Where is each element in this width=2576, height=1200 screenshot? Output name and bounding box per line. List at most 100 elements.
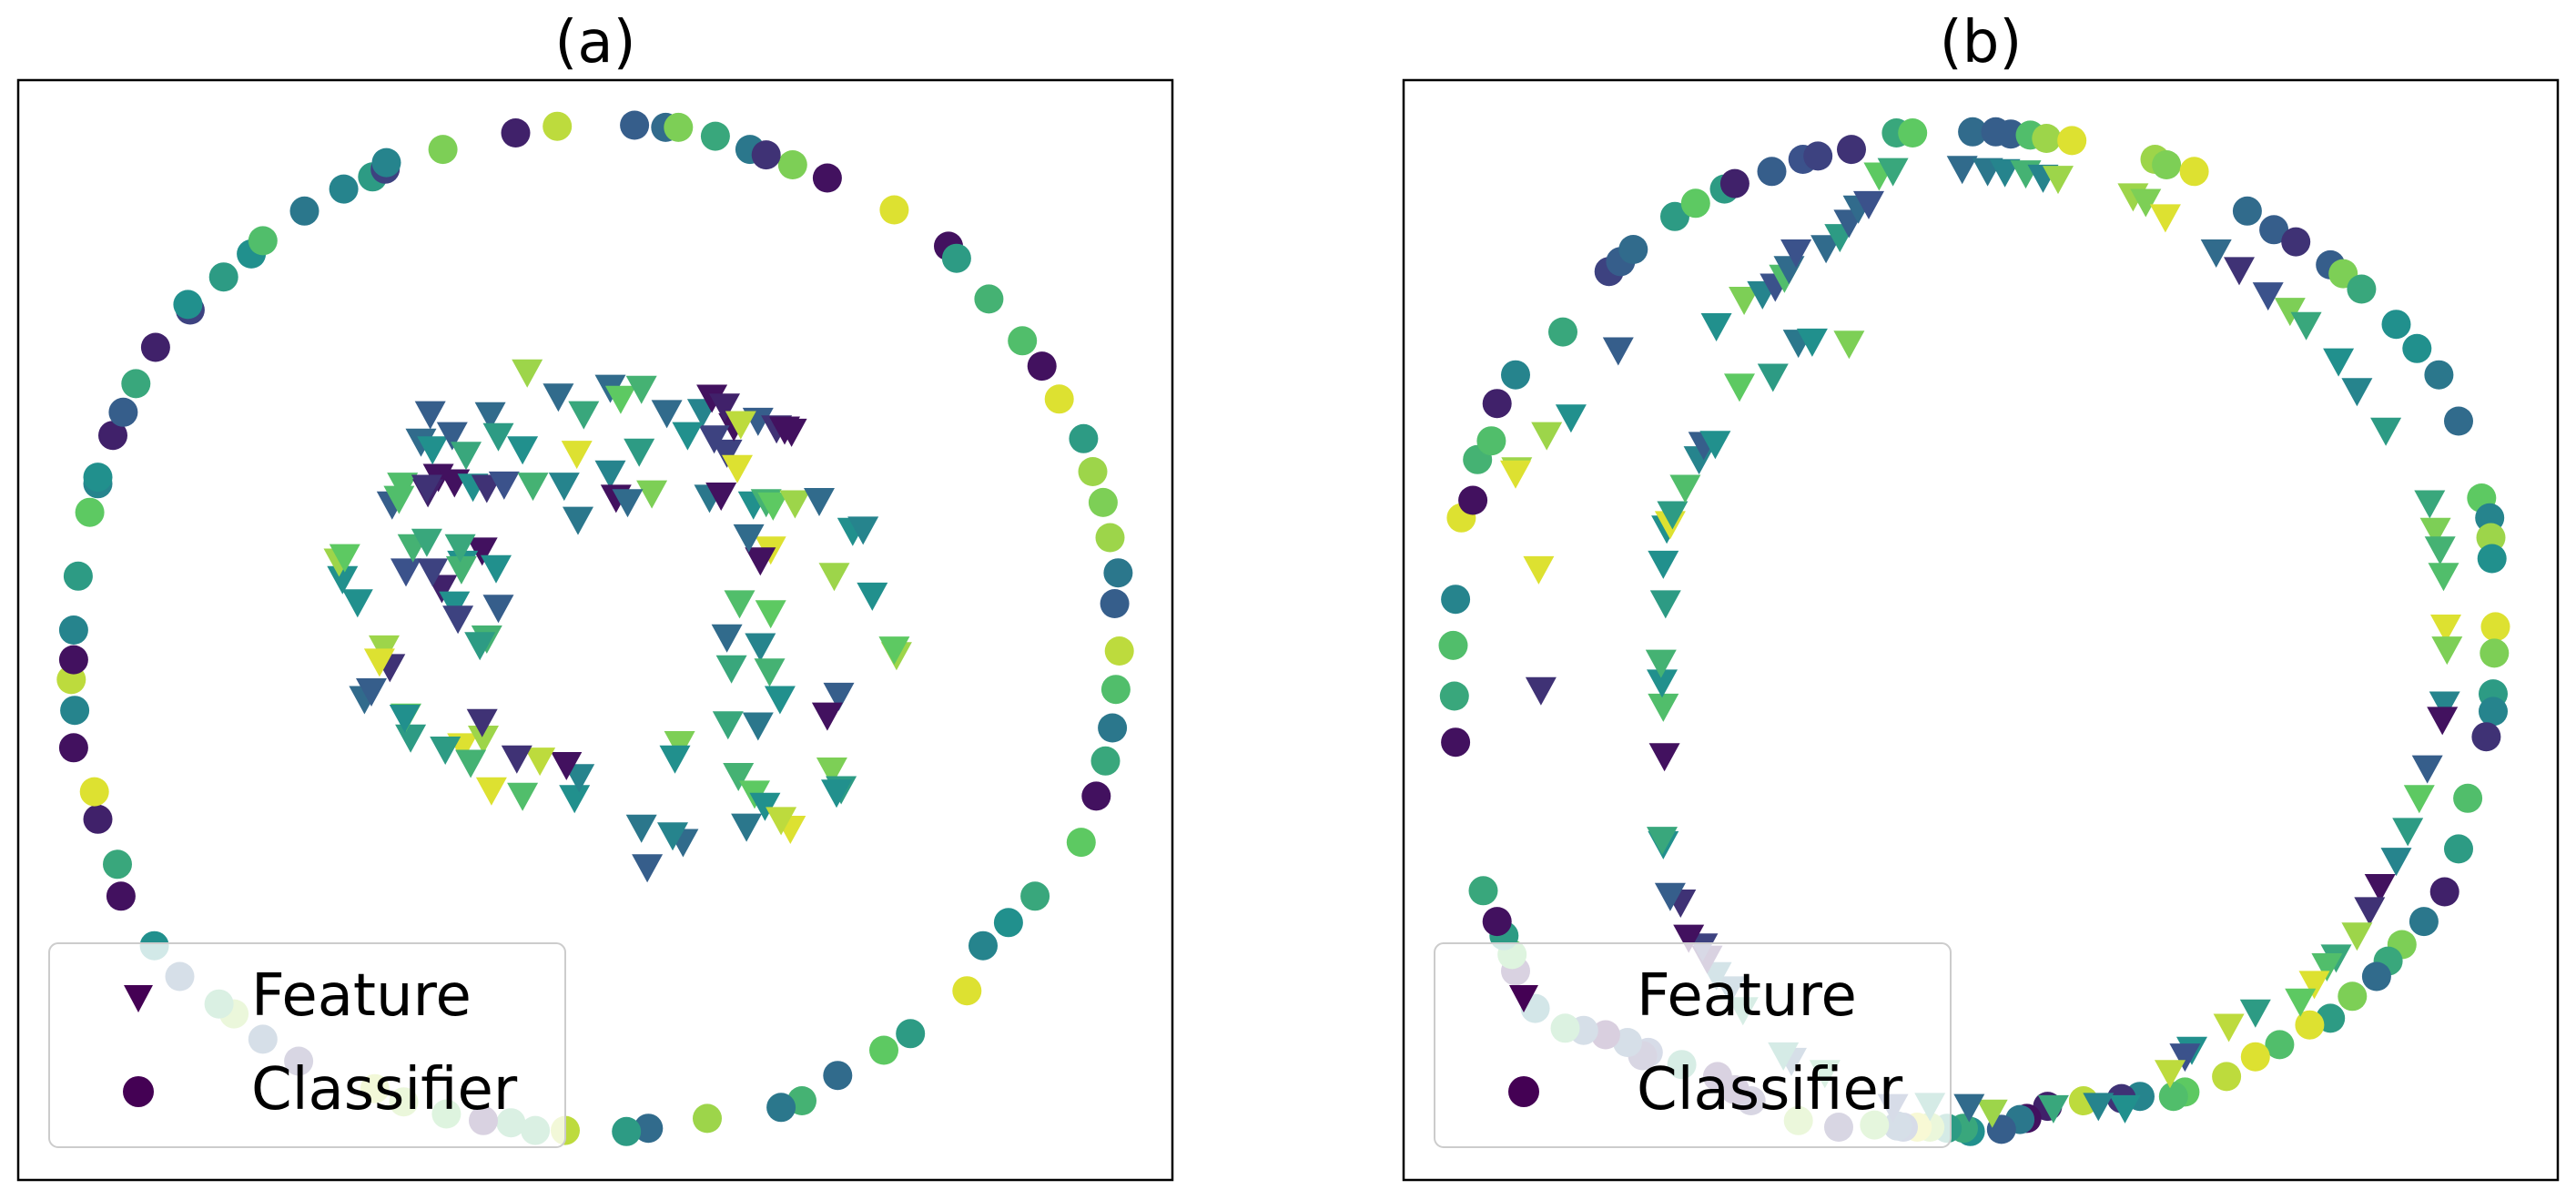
feature-point — [1648, 550, 1679, 579]
feature-point — [2354, 897, 2386, 926]
legend-box — [1434, 942, 1952, 1148]
feature-point — [2411, 755, 2443, 784]
feature-point — [482, 595, 514, 624]
classifier-point — [777, 150, 807, 179]
feature-point — [363, 648, 395, 677]
feature-point — [2424, 536, 2456, 565]
classifier-point — [1618, 235, 1648, 264]
classifier-point — [2409, 907, 2439, 937]
classifier-point — [896, 1019, 926, 1049]
feature-point — [1654, 882, 1686, 911]
classifier-point — [2444, 406, 2473, 436]
classifier-point — [1458, 485, 1488, 515]
feature-point — [387, 473, 419, 502]
classifier-point — [2295, 1010, 2325, 1040]
classifier-point — [1680, 188, 1710, 219]
classifier-point — [969, 931, 998, 961]
classifier-point — [2476, 523, 2506, 553]
feature-point — [411, 474, 442, 503]
feature-point — [776, 418, 807, 447]
feature-point — [561, 441, 593, 470]
feature-point — [524, 747, 556, 777]
feature-point — [356, 678, 387, 707]
classifier-point — [1104, 636, 1134, 666]
feature-point — [439, 591, 471, 620]
feature-point — [417, 558, 449, 587]
feature-point — [594, 460, 626, 489]
feature-point — [430, 737, 461, 765]
legend-feature-marker — [124, 985, 153, 1012]
classifier-point — [208, 262, 238, 292]
feature-point — [482, 422, 514, 452]
feature-point — [568, 401, 600, 430]
classifier-point — [1438, 630, 1468, 660]
panel-b-frame — [1402, 78, 2560, 1182]
feature-point — [1669, 474, 1701, 503]
feature-point — [1523, 555, 1555, 585]
legend-feature-label: Feature — [251, 962, 472, 1030]
feature-point — [475, 777, 507, 806]
feature-point — [1757, 363, 1789, 392]
classifier-point — [1803, 141, 1833, 171]
feature-point — [724, 590, 756, 619]
classifier-point — [2347, 274, 2377, 304]
feature-point — [1833, 331, 1865, 360]
feature-point — [745, 633, 776, 662]
feature-point — [488, 471, 520, 500]
feature-point — [2419, 517, 2451, 546]
feature-point — [722, 454, 753, 483]
classifier-point — [2259, 215, 2289, 245]
classifier-point — [140, 332, 170, 362]
classifier-point — [108, 397, 138, 427]
feature-point — [517, 473, 549, 502]
feature-point — [2323, 348, 2355, 377]
classifier-point — [2477, 544, 2507, 574]
feature-point — [455, 749, 487, 778]
legend-classifier-marker — [123, 1076, 154, 1107]
classifier-point — [58, 645, 88, 675]
classifier-point — [1468, 876, 1498, 906]
classifier-point — [993, 908, 1023, 938]
classifier-point — [2057, 126, 2087, 156]
feature-point — [764, 686, 796, 715]
feature-point — [1645, 649, 1677, 678]
classifier-point — [103, 849, 132, 880]
classifier-point — [543, 111, 573, 141]
classifier-point — [2471, 722, 2501, 752]
feature-point — [551, 752, 583, 780]
classifier-point — [2402, 333, 2432, 363]
feature-point — [411, 528, 442, 557]
classifier-point — [634, 1114, 664, 1144]
legend-classifier-label: Classifier — [1637, 1056, 1903, 1124]
feature-point — [1647, 669, 1678, 698]
feature-point — [1555, 404, 1587, 433]
feature-point — [636, 480, 668, 509]
classifier-point — [941, 243, 971, 273]
classifier-point — [371, 147, 401, 178]
classifier-point — [60, 696, 90, 726]
classifier-point — [1441, 727, 1471, 758]
feature-point — [2298, 971, 2330, 1000]
feature-point — [711, 439, 743, 468]
feature-point — [543, 383, 574, 412]
feature-point — [1946, 156, 1978, 185]
feature-point — [1780, 239, 1812, 268]
classifier-point — [1660, 201, 1689, 231]
classifier-point — [1757, 157, 1787, 187]
feature-point — [2430, 615, 2461, 643]
feature-point — [464, 632, 496, 661]
classifier-point — [1027, 351, 1057, 381]
feature-point — [2285, 988, 2317, 1017]
feature-point — [711, 624, 743, 653]
feature-point — [2429, 691, 2460, 720]
feature-point — [1673, 924, 1705, 953]
feature-point — [818, 563, 850, 592]
feature-point — [651, 400, 683, 429]
classifier-point — [58, 615, 88, 645]
classifier-point — [98, 421, 127, 451]
feature-point — [2370, 417, 2402, 446]
feature-point — [672, 422, 704, 451]
feature-point — [1989, 158, 2021, 188]
classifier-point — [1898, 118, 1928, 147]
